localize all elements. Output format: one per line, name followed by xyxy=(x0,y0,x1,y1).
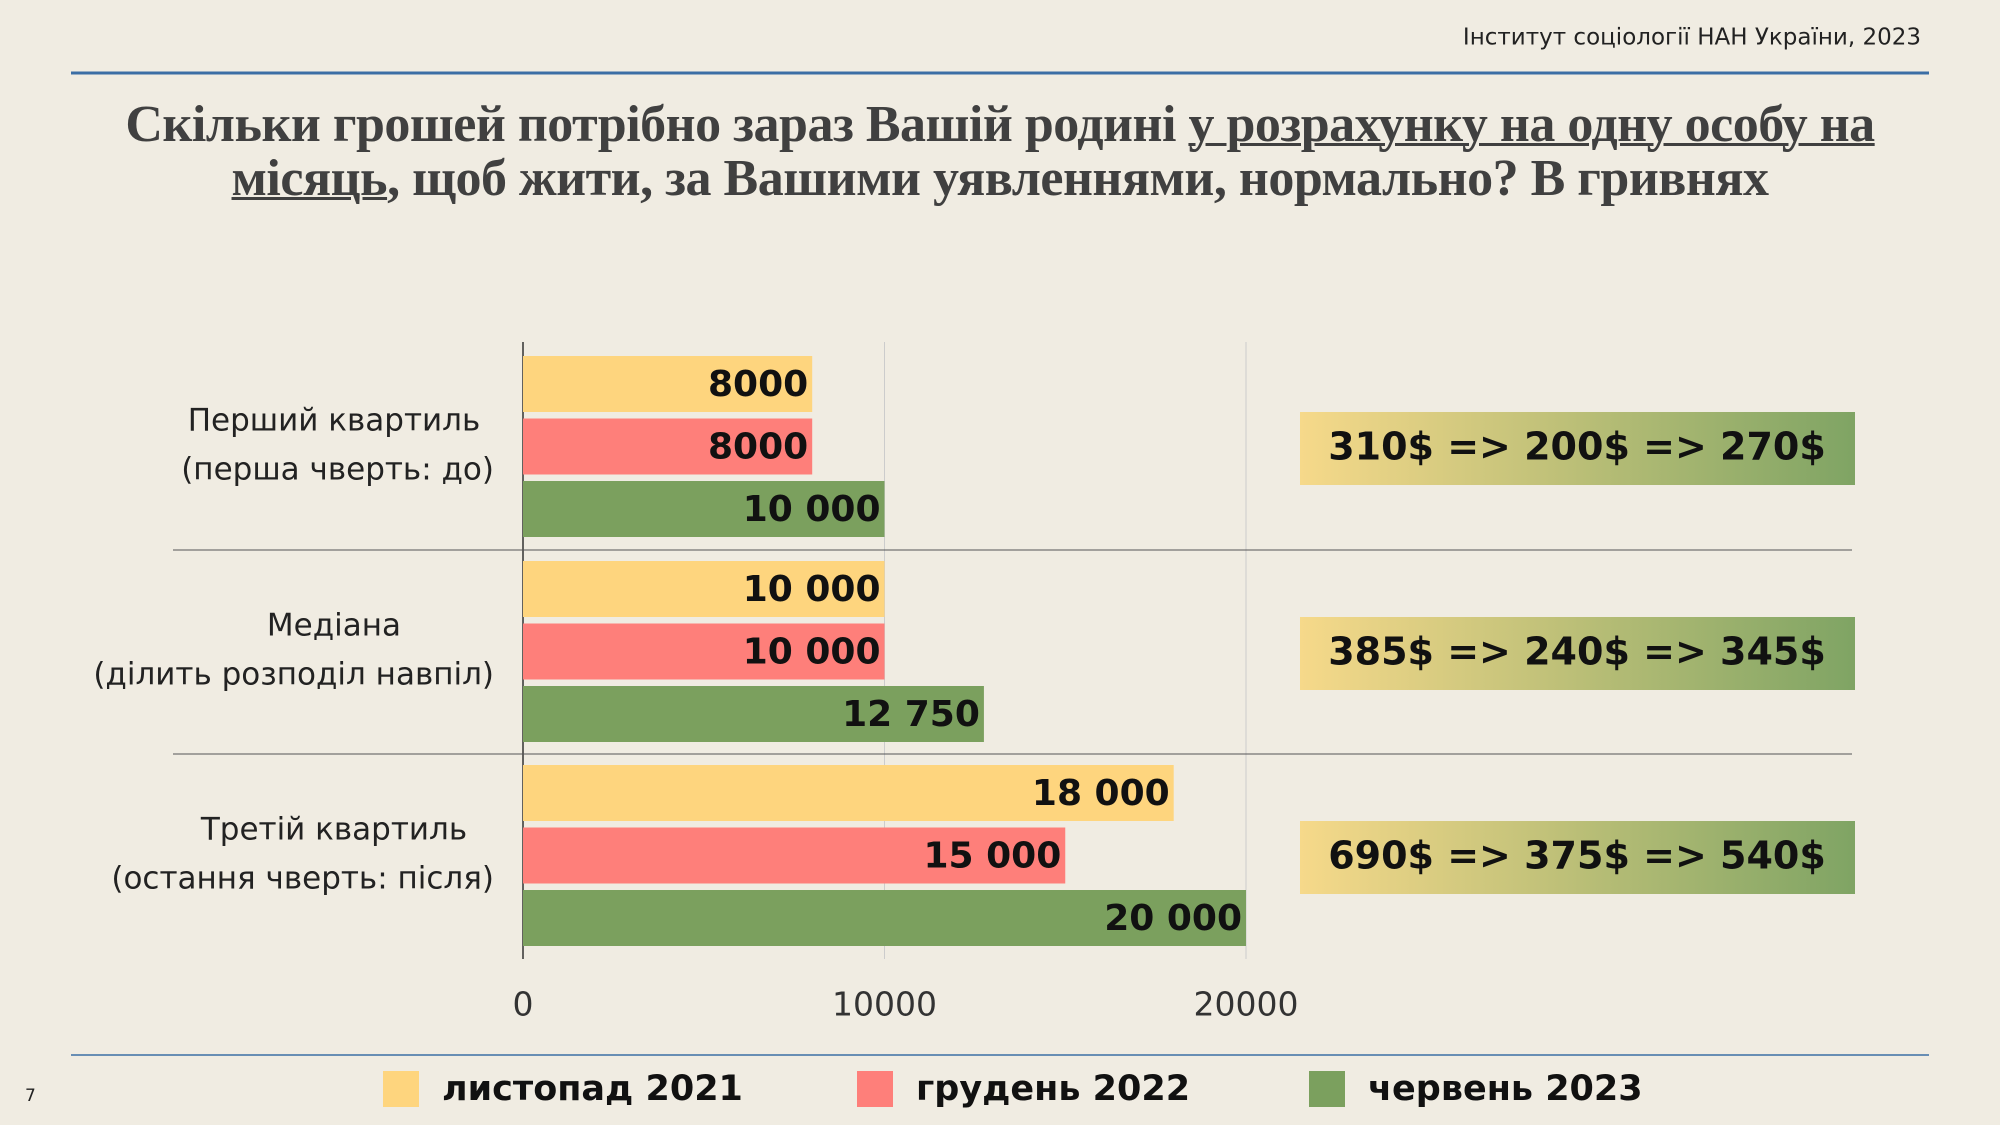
bar xyxy=(523,561,885,617)
legend-swatch xyxy=(383,1071,419,1107)
category-label: Перший квартиль xyxy=(188,403,481,439)
value-label: 18 000 xyxy=(1032,773,1170,814)
value-label: 8000 xyxy=(708,427,808,468)
category-note: (ділить розподіл навпіл) xyxy=(93,657,494,693)
value-label: 8000 xyxy=(708,364,808,405)
x-tick-label: 20000 xyxy=(1194,985,1299,1024)
legend-label: червень 2023 xyxy=(1368,1069,1643,1109)
value-label: 10 000 xyxy=(743,569,881,610)
value-label: 12 750 xyxy=(842,694,980,735)
bar xyxy=(523,481,885,537)
annotation-box xyxy=(1300,821,1855,894)
value-label: 20 000 xyxy=(1104,898,1242,939)
bar xyxy=(523,890,1246,946)
value-label: 10 000 xyxy=(743,489,881,530)
annotation-box xyxy=(1300,412,1855,485)
legend-label: грудень 2022 xyxy=(916,1069,1190,1109)
annotation: 385$ => 240$ => 345$ xyxy=(1328,630,1826,674)
category-label: Медіана xyxy=(267,608,401,644)
bar xyxy=(523,623,885,680)
bar xyxy=(523,827,1066,884)
bar xyxy=(523,418,813,475)
annotation-box xyxy=(1300,617,1855,690)
legend-swatch xyxy=(1309,1071,1345,1107)
value-label: 15 000 xyxy=(923,836,1061,877)
legend-label: листопад 2021 xyxy=(442,1069,743,1109)
title-part: у розрахунку на одну особу на місяць xyxy=(231,96,1876,207)
title-part: , щоб жити, за Вашими уявленнями, нормал… xyxy=(387,150,1769,207)
bar xyxy=(523,686,984,742)
bar xyxy=(523,356,813,412)
category-label: Третій квартиль xyxy=(200,812,467,848)
x-tick-label: 10000 xyxy=(832,985,937,1024)
source: Інститут соціології НАН України, 2023 xyxy=(1463,25,1921,51)
category-note: (остання чверть: після) xyxy=(111,861,494,897)
annotation: 690$ => 375$ => 540$ xyxy=(1328,834,1826,878)
chart-title: Скільки грошей потрібно зараз Вашій роди… xyxy=(110,98,1890,206)
x-tick-label: 0 xyxy=(513,985,534,1024)
category-note: (перша чверть: до) xyxy=(181,452,494,488)
annotation: 310$ => 200$ => 270$ xyxy=(1328,425,1826,469)
page-number: 7 xyxy=(25,1086,36,1106)
title-part: Скільки грошей потрібно зараз Вашій роди… xyxy=(125,96,1189,153)
legend-swatch xyxy=(857,1071,893,1107)
bar xyxy=(523,765,1174,821)
value-label: 10 000 xyxy=(743,632,881,673)
